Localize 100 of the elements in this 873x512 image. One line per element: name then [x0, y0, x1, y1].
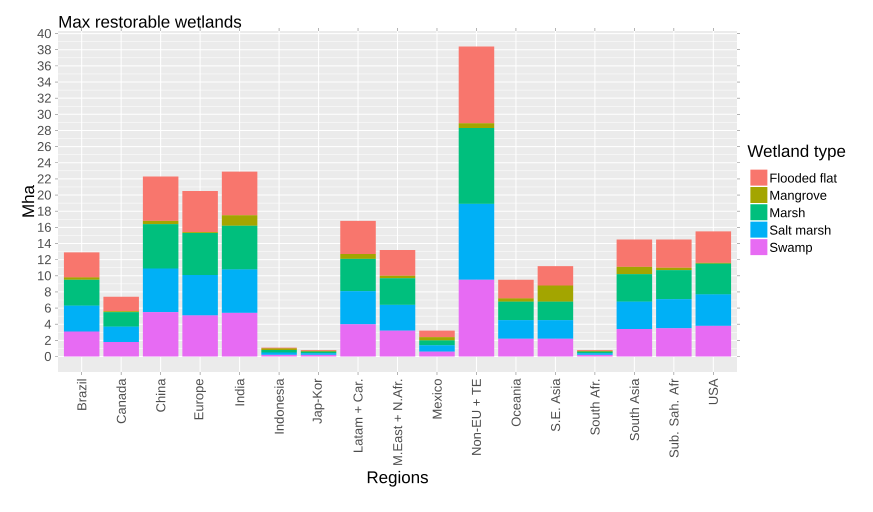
- y-tick-label: 30: [38, 110, 51, 119]
- bar: [498, 280, 534, 298]
- y-tick-label: 12: [38, 255, 51, 264]
- bar: [222, 269, 258, 313]
- x-tick-label: M.East + N.Afr.: [392, 380, 402, 465]
- bar: [419, 352, 455, 356]
- y-tick-label: 8: [44, 287, 51, 296]
- bar: [222, 226, 258, 270]
- x-tick-label: S.E. Asia: [550, 378, 560, 432]
- x-tick-label: Canada: [116, 378, 126, 424]
- y-tick-label: 38: [38, 45, 51, 54]
- bar: [458, 123, 494, 128]
- bar: [538, 285, 574, 302]
- bar: [696, 231, 732, 263]
- bar: [380, 250, 416, 276]
- x-tick-label: Jap-Kor: [312, 378, 324, 424]
- x-tick-label: China: [156, 378, 166, 412]
- bar: [142, 176, 178, 221]
- bar: [103, 326, 139, 342]
- y-tick-label: 16: [38, 222, 51, 232]
- y-tick-label: 14: [38, 239, 52, 248]
- y-tick-label: 26: [38, 142, 51, 152]
- bar: [538, 338, 574, 356]
- y-tick-label: 0: [44, 352, 51, 362]
- bar: [380, 330, 416, 356]
- bar: [340, 254, 376, 259]
- legend-label: Marsh: [770, 208, 805, 218]
- bar: [656, 268, 692, 270]
- y-tick-label: 22: [38, 174, 51, 184]
- y-axis-title: Mha: [22, 185, 34, 217]
- bar: [142, 224, 178, 269]
- x-axis-title: Regions: [368, 470, 428, 487]
- x-tick-label: South Afr.: [590, 380, 600, 435]
- y-tick-label: 32: [38, 94, 51, 103]
- bar: [64, 252, 100, 278]
- bar: [419, 330, 455, 338]
- bar: [498, 320, 534, 339]
- bar: [656, 328, 692, 356]
- bar: [340, 220, 376, 254]
- bar: [103, 312, 139, 327]
- bar: [340, 324, 376, 356]
- bar: [64, 277, 100, 280]
- bar: [656, 270, 692, 300]
- bar: [538, 266, 574, 286]
- legend-label: Swamp: [770, 242, 812, 255]
- x-tick-label: Indonesia: [274, 378, 284, 434]
- y-tick-label: 2: [44, 336, 51, 345]
- x-tick-label: Latam + Car.: [353, 380, 363, 452]
- bar: [103, 342, 139, 356]
- y-tick-label: 40: [37, 28, 51, 38]
- bar: [142, 312, 178, 356]
- bar: [458, 280, 494, 356]
- legend-title: Wetland type: [747, 144, 846, 160]
- bar: [538, 302, 574, 320]
- chart-title: Max restorable wetlands: [60, 15, 242, 28]
- bar: [656, 299, 692, 328]
- legend-label: Mangrove: [770, 190, 826, 202]
- y-tick-label: 34: [38, 77, 52, 87]
- bar: [103, 296, 139, 312]
- x-tick-label: Europe: [194, 379, 206, 420]
- x-tick-label: Oceania: [511, 378, 521, 426]
- y-tick-label: 20: [38, 190, 51, 200]
- x-tick-label: USA: [708, 378, 718, 404]
- x-tick-label: Brazil: [76, 379, 86, 410]
- bar: [616, 239, 652, 267]
- bar: [696, 294, 732, 326]
- y-tick-label: 18: [38, 206, 51, 216]
- x-tick-label: Sub. Sah. Afr: [669, 378, 679, 458]
- x-tick-label: Mexico: [432, 379, 442, 418]
- bar: [458, 128, 494, 204]
- bar: [64, 280, 100, 306]
- y-tick-label: 28: [38, 126, 51, 136]
- bar: [380, 304, 416, 331]
- y-tick-label: 24: [38, 158, 52, 168]
- bar: [419, 345, 455, 352]
- bar: [222, 215, 258, 226]
- bar: [616, 329, 652, 356]
- bar: [142, 268, 178, 312]
- bar: [142, 220, 178, 224]
- bar: [380, 278, 416, 305]
- x-tick-label: South Asia: [630, 378, 640, 441]
- bar: [182, 274, 218, 316]
- bar: [458, 204, 494, 280]
- y-tick-label: 6: [44, 303, 51, 313]
- bar: [261, 352, 297, 355]
- bar: [696, 264, 732, 294]
- bar: [656, 239, 692, 268]
- legend-label: Flooded flat: [770, 173, 837, 183]
- bar: [340, 291, 376, 324]
- bar: [419, 340, 455, 346]
- bar: [616, 266, 652, 274]
- y-tick-label: 4: [44, 320, 52, 329]
- bar: [498, 298, 534, 302]
- legend-label: Salt marsh: [770, 225, 830, 235]
- bar: [419, 337, 455, 340]
- bar: [182, 232, 218, 275]
- x-tick-label: Non-EU + TE: [472, 379, 481, 455]
- bar: [616, 274, 652, 302]
- bar: [538, 320, 574, 339]
- y-tick-label: 36: [38, 61, 51, 70]
